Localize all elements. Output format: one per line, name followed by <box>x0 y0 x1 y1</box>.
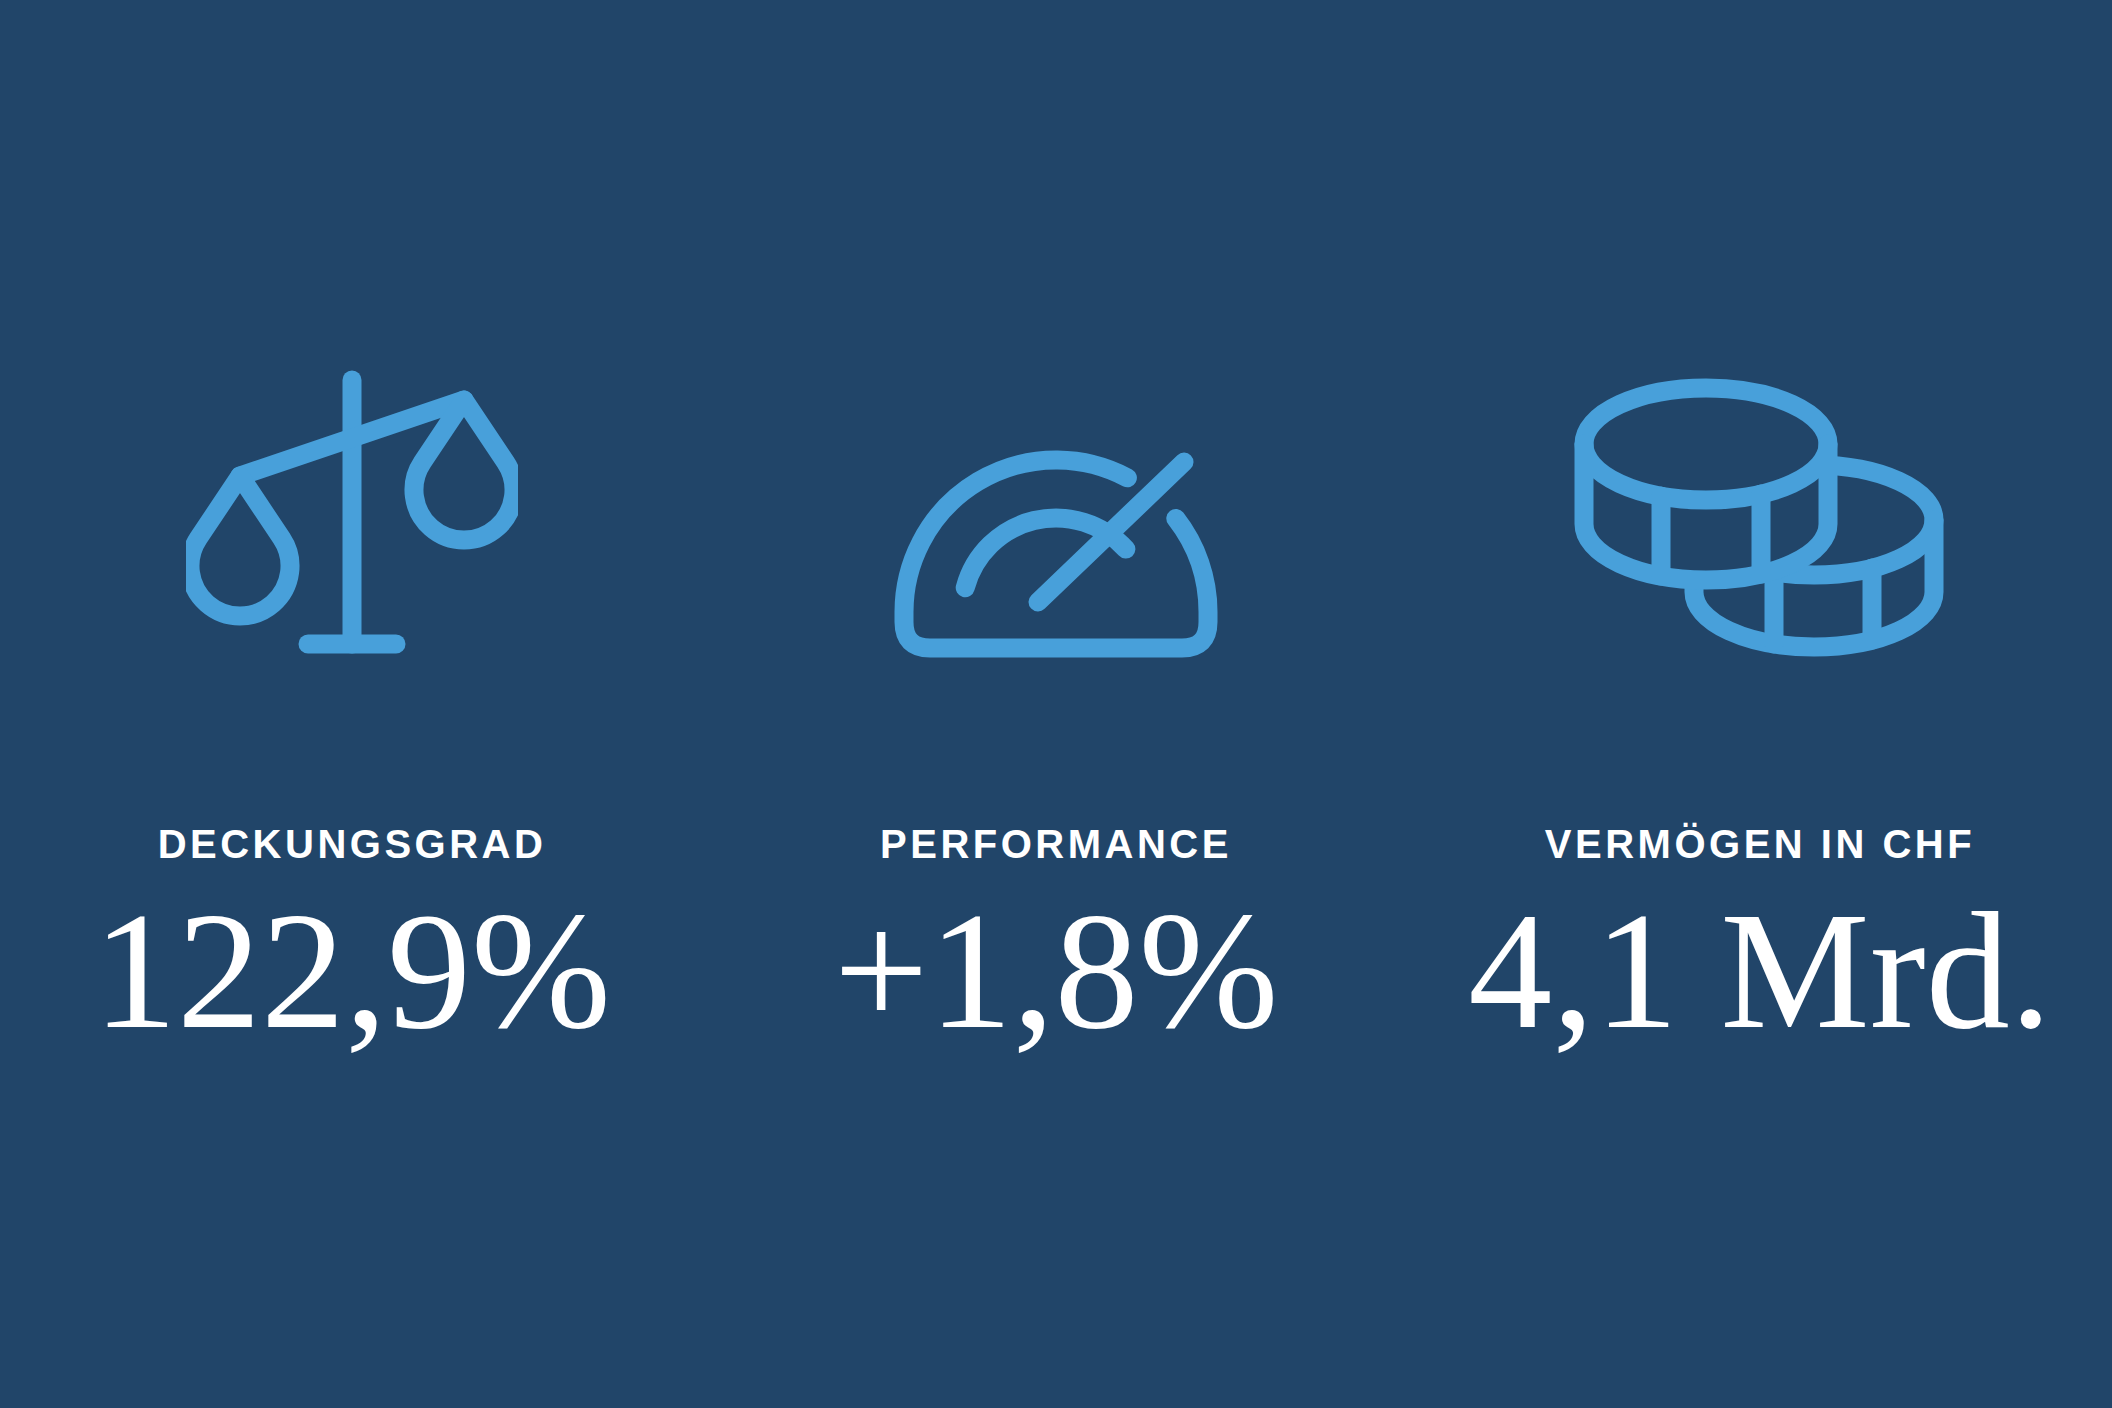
speedometer-icon <box>886 422 1226 658</box>
stat-icon-box <box>1408 358 2112 658</box>
coins-icon <box>1574 374 1946 658</box>
stat-icon-box <box>704 358 1408 658</box>
stat-performance: PERFORMANCE +1,8% <box>704 358 1408 1061</box>
stat-label: VERMÖGEN IN CHF <box>1408 822 2112 866</box>
stat-deckungsgrad: DECKUNGSGRAD 122,9% <box>0 358 704 1061</box>
stat-value: 4,1 Mrd. <box>1408 880 2112 1061</box>
stat-label: DECKUNGSGRAD <box>0 822 704 866</box>
kpi-infographic: DECKUNGSGRAD 122,9% PERFORMANCE +1,8% <box>0 0 2112 1408</box>
stat-vermoegen: VERMÖGEN IN CHF 4,1 Mrd. <box>1408 358 2112 1061</box>
stat-label: PERFORMANCE <box>704 822 1408 866</box>
coin-front <box>1584 388 1828 580</box>
stat-value: +1,8% <box>704 880 1408 1061</box>
balance-scale-icon <box>186 368 518 658</box>
stat-value: 122,9% <box>0 880 704 1061</box>
stat-icon-box <box>0 358 704 658</box>
